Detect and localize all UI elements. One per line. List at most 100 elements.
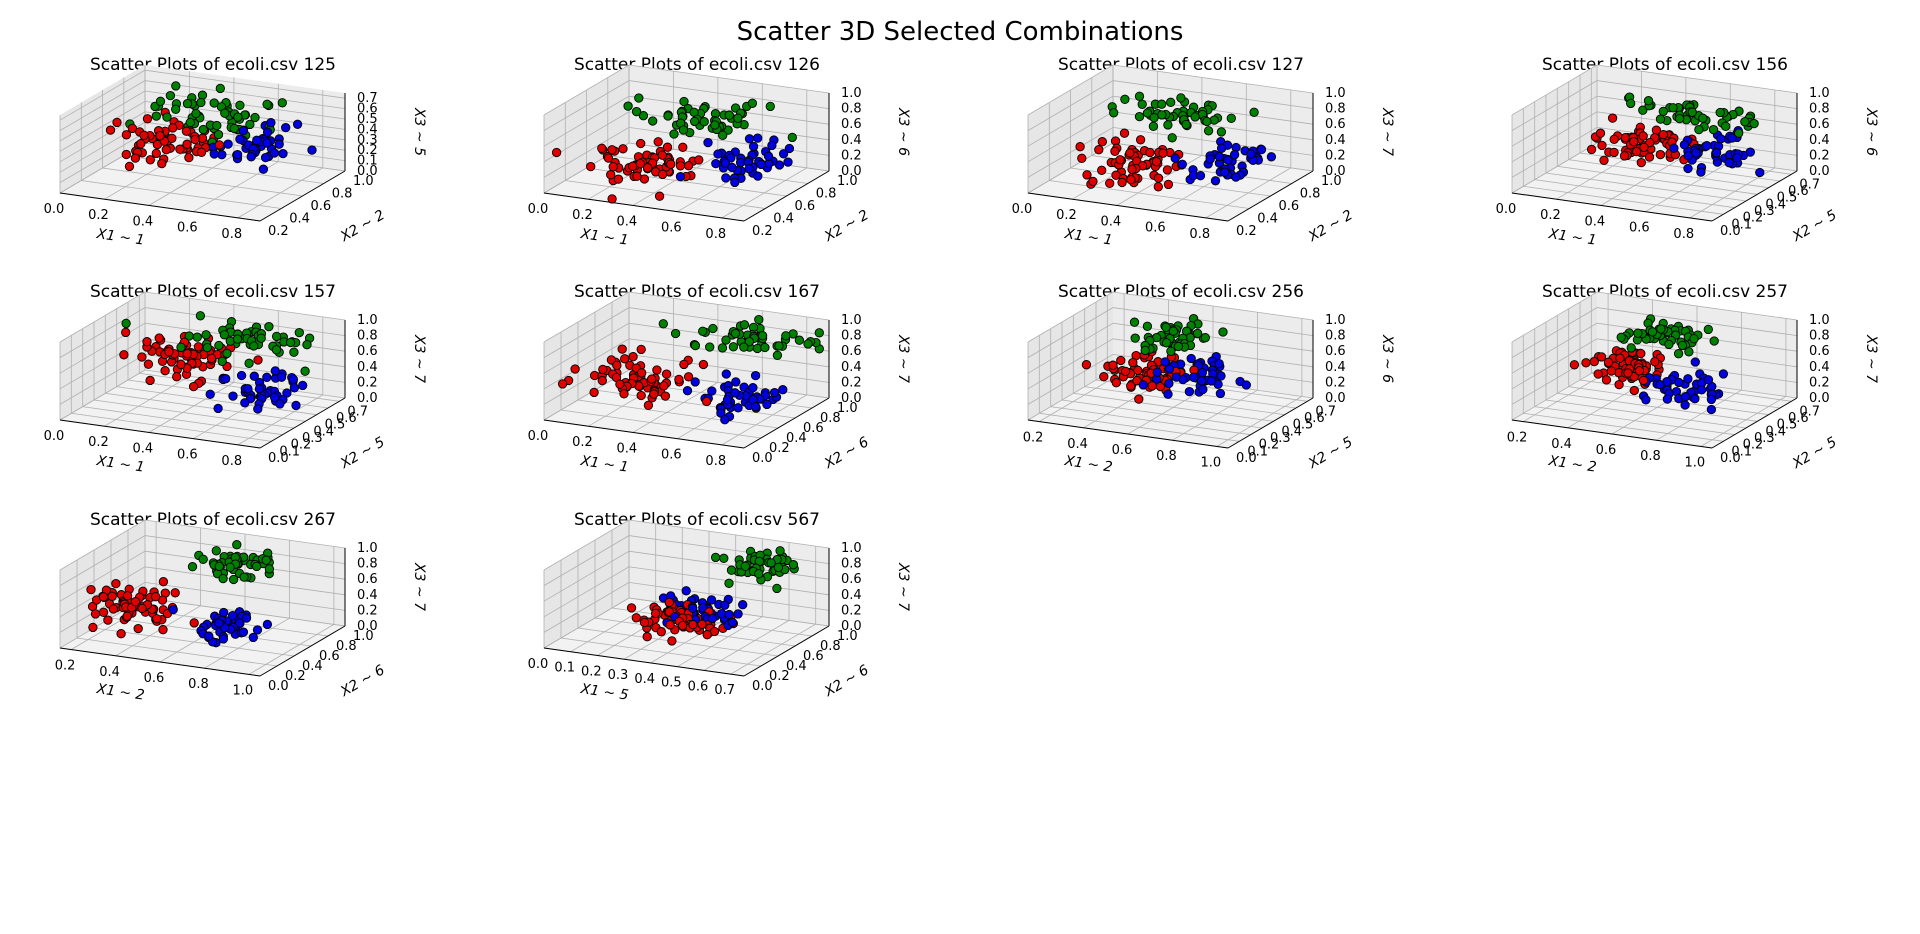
x-tick-label: 0.8 xyxy=(221,227,242,242)
scatter-point xyxy=(300,366,310,376)
scatter-point xyxy=(1718,369,1729,379)
scatter-point xyxy=(1655,149,1666,160)
scatter-point xyxy=(262,372,272,382)
scatter-point xyxy=(246,152,256,162)
scatter-point xyxy=(1197,376,1207,386)
scatter-point xyxy=(1698,113,1708,123)
scatter-point xyxy=(133,623,143,634)
scatter-point xyxy=(1639,142,1649,153)
subplot-title: Scatter Plots of ecoli.csv 267 xyxy=(90,510,336,530)
scatter-point xyxy=(606,355,617,365)
x-tick-label: 1.0 xyxy=(1201,455,1222,470)
scatter-point xyxy=(1601,375,1612,385)
z-tick-label: 0.4 xyxy=(357,588,378,603)
y-tick-label: 0.6 xyxy=(336,411,357,426)
scatter-point xyxy=(1680,392,1691,402)
scatter-point xyxy=(784,143,795,154)
scatter-point xyxy=(756,159,766,170)
scatter-point xyxy=(204,631,214,641)
scatter-point xyxy=(271,331,282,342)
grid-line xyxy=(1511,338,1798,390)
scatter-point xyxy=(189,618,199,628)
scatter-point xyxy=(635,158,645,169)
scatter-point xyxy=(747,98,758,108)
scatter-point xyxy=(724,609,734,620)
scatter-point xyxy=(1105,178,1115,188)
scatter-point xyxy=(589,370,600,381)
y-tick-label: 0.3 xyxy=(1754,431,1775,446)
scatter-point xyxy=(171,104,181,114)
z-tick-label: 1.0 xyxy=(841,313,862,328)
scatter-point xyxy=(739,342,749,352)
scatter-point xyxy=(766,558,776,568)
scatter-point xyxy=(762,399,772,410)
scatter-point xyxy=(643,163,653,173)
scatter-point xyxy=(1184,386,1195,397)
scatter-point xyxy=(145,155,155,165)
scatter-point xyxy=(176,359,186,369)
scatter-point xyxy=(657,169,668,180)
scatter-point xyxy=(648,116,658,126)
x-tick-label: 0.2 xyxy=(581,664,602,679)
scatter-point xyxy=(1151,157,1162,167)
scatter-point xyxy=(122,591,133,601)
x-tick-label: 0.4 xyxy=(1067,437,1088,452)
scatter-point xyxy=(201,330,211,340)
z-tick-label: 0.8 xyxy=(357,557,378,572)
scatter-point xyxy=(262,127,273,137)
z-tick-label: 0.0 xyxy=(841,619,862,634)
y-tick-label: 0.0 xyxy=(752,679,773,694)
x-tick-label: 1.0 xyxy=(233,683,254,698)
scatter-point xyxy=(699,117,709,127)
scatter-point xyxy=(701,396,712,407)
scatter-point xyxy=(184,152,194,163)
scatter-point xyxy=(1130,333,1140,343)
grid-line xyxy=(1027,64,1314,116)
x-axis-line xyxy=(543,419,745,449)
scatter-point xyxy=(193,342,204,352)
scatter-point xyxy=(107,591,117,601)
scatter-point xyxy=(1724,158,1734,168)
scatter-point xyxy=(206,353,217,363)
scatter-point xyxy=(675,161,686,171)
z-tick-label: 0.2 xyxy=(1325,148,1346,163)
scatter-point xyxy=(1226,113,1236,123)
scatter-point xyxy=(707,613,718,624)
x-tick-label: 0.0 xyxy=(528,657,549,672)
y-tick-label: 0.2 xyxy=(752,224,773,239)
x-tick-label: 0.6 xyxy=(177,448,198,463)
scatter-point xyxy=(116,629,126,639)
scatter-point xyxy=(703,137,713,148)
scatter-point xyxy=(1164,378,1174,389)
scatter-point xyxy=(111,578,121,589)
scatter-point xyxy=(252,561,262,572)
scatter-point xyxy=(1656,324,1666,334)
y-tick-label: 0.6 xyxy=(1279,199,1300,214)
scatter-point xyxy=(1694,124,1704,135)
scatter-point xyxy=(1134,91,1145,101)
x-tick-label: 0.0 xyxy=(1496,202,1517,217)
z-tick-label: 0.8 xyxy=(841,557,862,572)
scatter-point xyxy=(275,399,285,409)
scatter-point xyxy=(698,603,708,613)
grid-line xyxy=(59,100,346,152)
grid-line xyxy=(1027,126,1314,178)
grid-line xyxy=(543,353,830,405)
scatter-point xyxy=(603,153,614,163)
subplot-title: Scatter Plots of ecoli.csv 126 xyxy=(574,55,820,75)
scatter-point xyxy=(814,328,824,338)
scatter-point xyxy=(744,336,754,347)
grid-line xyxy=(543,95,830,147)
scatter-point xyxy=(1210,176,1221,186)
scatter-point xyxy=(282,388,292,398)
y-tick-label: 0.0 xyxy=(1720,451,1741,466)
scatter-point xyxy=(270,366,280,376)
scatter-point xyxy=(264,564,275,574)
x-tick-label: 0.4 xyxy=(1585,214,1606,229)
scatter-point xyxy=(754,314,764,325)
grid-line xyxy=(1511,80,1798,131)
x-tick-label: 0.8 xyxy=(1189,227,1210,242)
scatter-point xyxy=(617,344,627,354)
grid-line xyxy=(59,80,346,131)
